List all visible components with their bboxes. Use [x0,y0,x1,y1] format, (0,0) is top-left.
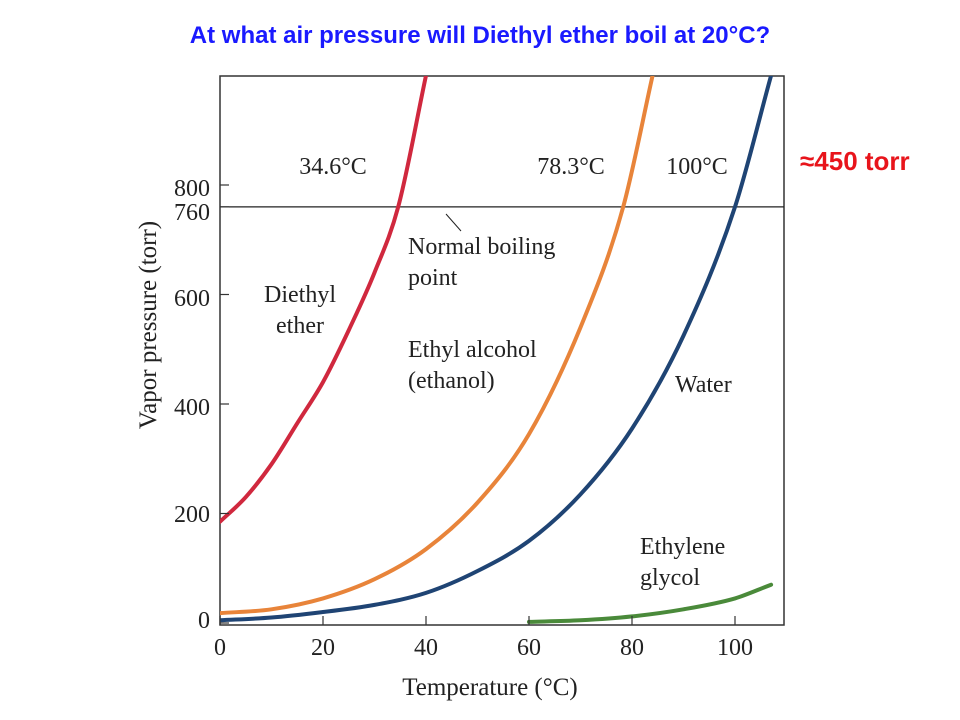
series-line-ethylene-glycol [527,582,774,624]
diethyl-ether-label: ether [276,313,324,339]
series-line-ethyl-alcohol-ethanol [220,76,655,616]
ethylene-glycol-label: Ethylene [640,534,725,560]
boiling-point-label-ethanol: 78.3°C [537,154,605,180]
series-line-diethyl-ether [220,76,428,524]
water-label: Water [675,372,732,398]
x-tick-label: 0 [214,635,226,661]
ethylene-glycol-label: glycol [640,565,700,591]
ethanol-label: (ethanol) [408,368,495,394]
answer-label: ≈450 torr [800,146,910,176]
question-title: At what air pressure will Diethyl ether … [189,22,771,49]
y-tick-label: 760 [174,200,210,226]
x-tick-label: 80 [620,635,644,661]
plot-frame [219,75,785,626]
y-axis-title: Vapor pressure (torr) [135,221,162,429]
x-tick-label: 40 [414,635,438,661]
ethanol-label: Ethyl alcohol [408,337,537,363]
y-tick-label: 0 [198,608,210,634]
normal-boiling-point-pointer [445,213,462,232]
series-line-water [220,76,774,623]
x-tick-label: 100 [717,635,753,661]
x-axis-title: Temperature (°C) [402,674,578,701]
x-tick-label: 60 [517,635,541,661]
boiling-point-label-diethyl-ether: 34.6°C [299,154,367,180]
y-tick-label: 200 [174,502,210,528]
diethyl-ether-label: Diethyl [264,282,336,308]
x-tick-label: 20 [311,635,335,661]
y-tick-label: 800 [174,176,210,202]
y-tick-label: 400 [174,395,210,421]
y-tick-label: 600 [174,286,210,312]
boiling-point-label-water: 100°C [666,154,728,180]
normal-boiling-point-label: point [408,265,458,291]
normal-boiling-point-label: Normal boiling [408,234,555,260]
